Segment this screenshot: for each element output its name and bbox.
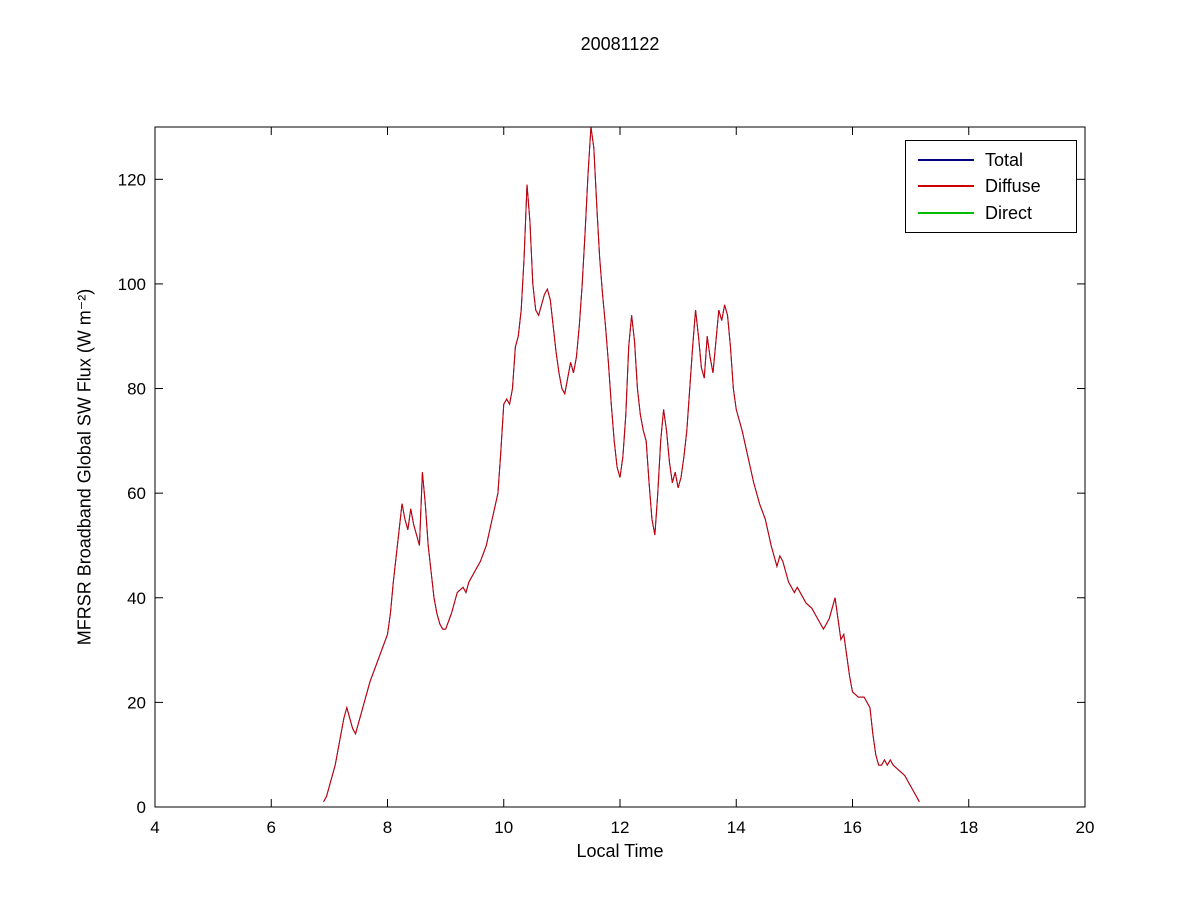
y-tick-label: 60 — [127, 484, 146, 503]
legend-label-diffuse: Diffuse — [985, 176, 1041, 197]
x-tick-label: 18 — [959, 818, 978, 837]
x-tick-label: 16 — [843, 818, 862, 837]
x-tick-label: 10 — [494, 818, 513, 837]
x-tick-label: 4 — [150, 818, 159, 837]
y-tick-label: 80 — [127, 380, 146, 399]
diffuse-line-swatch — [918, 185, 974, 188]
legend-entry-diffuse: Diffuse — [906, 177, 1076, 195]
legend-entry-total: Total — [906, 151, 1076, 169]
legend-label-direct: Direct — [985, 202, 1033, 223]
total-line-swatch — [918, 159, 974, 162]
chart-title: 20081122 — [580, 34, 660, 54]
x-tick-label: 14 — [727, 818, 746, 837]
legend-label-total: Total — [985, 150, 1024, 171]
x-tick-label: 8 — [383, 818, 392, 837]
legend-entry-direct: Direct — [906, 204, 1076, 222]
series-line-diffuse — [323, 126, 920, 803]
x-tick-label: 20 — [1076, 818, 1095, 837]
y-tick-label: 0 — [137, 798, 146, 817]
x-axis-label: Local Time — [576, 841, 664, 861]
x-tick-label: 12 — [611, 818, 630, 837]
legend-box: Total Diffuse Direct — [905, 140, 1077, 233]
y-tick-label: 120 — [118, 170, 146, 189]
x-tick-label: 6 — [267, 818, 276, 837]
y-tick-label: 100 — [118, 275, 146, 294]
y-tick-label: 20 — [127, 693, 146, 712]
direct-line-swatch — [918, 211, 974, 214]
y-tick-label: 40 — [127, 589, 146, 608]
